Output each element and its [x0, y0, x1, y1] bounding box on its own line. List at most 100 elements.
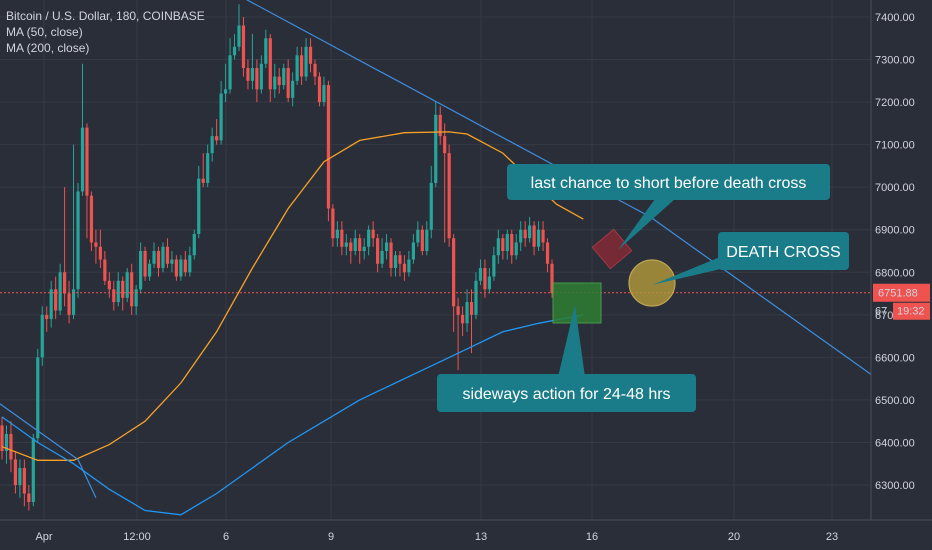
candle-body — [313, 63, 317, 77]
candle-body — [67, 293, 71, 315]
candle-body — [152, 251, 156, 264]
candle-body — [31, 438, 35, 503]
candle-body — [80, 127, 85, 192]
ma50-legend: MA (50, close) — [6, 25, 83, 39]
candle-body — [362, 246, 366, 251]
price-tick-label-partial: 67 — [875, 306, 887, 318]
countdown-value: 19:32 — [897, 306, 925, 318]
candle-body — [443, 136, 447, 154]
candle-body — [483, 268, 487, 290]
candle-body — [340, 229, 344, 247]
candle-body — [434, 114, 438, 183]
candle-body — [474, 280, 478, 315]
candle-body — [541, 229, 545, 243]
candle-body — [425, 229, 429, 251]
candle-body — [125, 272, 129, 298]
candle-body — [156, 251, 161, 269]
current-price-tag — [873, 283, 930, 302]
candle-body — [18, 467, 22, 485]
candle-body — [304, 46, 308, 77]
countdown-tag — [893, 302, 930, 320]
candle-body — [179, 259, 183, 277]
candle-body — [27, 493, 31, 503]
candle-body — [121, 280, 125, 298]
chart-legend: Bitcoin / U.S. Dollar, 180, COINBASE MA … — [6, 8, 205, 56]
candle-body — [210, 136, 214, 154]
candle-body — [519, 229, 523, 243]
candle-body — [510, 233, 514, 256]
candle-body — [143, 251, 147, 277]
candle-body — [219, 93, 223, 141]
price-tick-label: 6800.00 — [875, 267, 915, 279]
candle-body — [273, 76, 277, 90]
short-zone-marker — [591, 228, 633, 270]
time-tick-label: 23 — [826, 531, 838, 543]
candle-body — [514, 242, 518, 256]
candle-body — [174, 259, 178, 277]
candle-body — [456, 306, 460, 315]
candle-body — [241, 25, 246, 69]
candle-body — [40, 314, 44, 358]
candle-body — [98, 246, 102, 260]
candle-body — [286, 68, 290, 98]
candle-body — [4, 433, 9, 451]
callout-death-pointer — [652, 255, 725, 285]
callout-short-pointer — [618, 199, 675, 250]
time-tick-label: 6 — [223, 531, 229, 543]
candle-body — [411, 242, 415, 260]
candle-body — [228, 55, 232, 90]
candle-body — [496, 238, 500, 256]
candle-body — [183, 259, 187, 273]
candle-body — [215, 136, 219, 141]
candle-body — [107, 280, 111, 290]
candle-body — [259, 63, 263, 90]
candle-body — [192, 233, 196, 256]
candle-body — [344, 242, 348, 247]
candle-body — [429, 182, 433, 230]
candle-body — [232, 46, 237, 56]
candle-body — [465, 302, 469, 324]
candle-body — [331, 208, 335, 239]
price-tick-label: 7300.00 — [875, 55, 915, 67]
price-tick-label: 6900.00 — [875, 225, 915, 237]
death-cross-circle — [628, 259, 676, 307]
candle-body — [45, 314, 49, 320]
candle-body — [295, 55, 299, 81]
candle-body — [322, 85, 326, 103]
candle-body — [134, 289, 138, 307]
candle-body — [139, 251, 143, 290]
candle-body — [282, 68, 286, 86]
candle-body — [407, 259, 411, 273]
candle-body — [398, 255, 402, 264]
callout-short-box — [507, 164, 830, 200]
candle-body — [116, 280, 120, 303]
callout-sideways-text: sideways action for 24-48 hrs — [462, 386, 670, 403]
price-tick-label: 6300.00 — [875, 480, 915, 492]
candle-body — [389, 242, 393, 269]
candle-body — [237, 25, 241, 47]
candle-body — [268, 38, 272, 90]
ma50-line — [1, 131, 584, 461]
candle-body — [353, 238, 357, 251]
candle-body — [501, 238, 505, 251]
time-tick-label: 9 — [328, 531, 334, 543]
current-price-value: 6751.88 — [878, 288, 918, 300]
price-tick-label: 7400.00 — [875, 12, 915, 24]
candle-body — [206, 153, 210, 183]
price-tick-label: 7000.00 — [875, 182, 915, 194]
time-tick-label: 20 — [728, 531, 740, 543]
candle-body — [36, 357, 40, 439]
sideways-zone-box — [552, 282, 602, 324]
callout-short-text: last chance to short before death cross — [531, 175, 807, 192]
candle-body — [523, 229, 527, 239]
candle-body — [438, 114, 442, 137]
candle-body — [246, 68, 250, 81]
price-tick-label: 6600.00 — [875, 352, 915, 364]
candle-body — [469, 302, 474, 315]
price-axis — [871, 0, 932, 550]
candle-body — [358, 238, 362, 251]
candle-body — [165, 246, 170, 264]
candle-body — [250, 68, 255, 81]
candle-body — [376, 238, 380, 264]
